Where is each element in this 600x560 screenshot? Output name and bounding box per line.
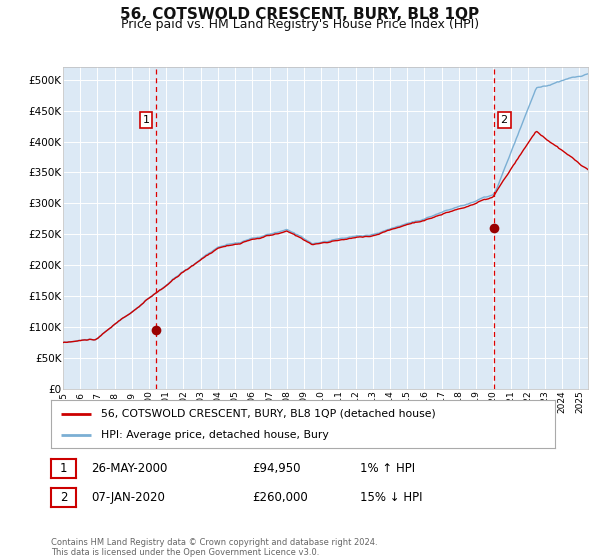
Text: 07-JAN-2020: 07-JAN-2020: [91, 491, 165, 504]
Text: Contains HM Land Registry data © Crown copyright and database right 2024.
This d: Contains HM Land Registry data © Crown c…: [51, 538, 377, 557]
Text: 1: 1: [142, 115, 149, 125]
Text: £94,950: £94,950: [252, 462, 301, 475]
Text: 56, COTSWOLD CRESCENT, BURY, BL8 1QP: 56, COTSWOLD CRESCENT, BURY, BL8 1QP: [121, 7, 479, 22]
Text: 1% ↑ HPI: 1% ↑ HPI: [360, 462, 415, 475]
Text: £260,000: £260,000: [252, 491, 308, 504]
Text: 56, COTSWOLD CRESCENT, BURY, BL8 1QP (detached house): 56, COTSWOLD CRESCENT, BURY, BL8 1QP (de…: [101, 409, 436, 419]
Text: Price paid vs. HM Land Registry's House Price Index (HPI): Price paid vs. HM Land Registry's House …: [121, 18, 479, 31]
Text: 1: 1: [60, 462, 67, 475]
Text: HPI: Average price, detached house, Bury: HPI: Average price, detached house, Bury: [101, 430, 329, 440]
Text: 2: 2: [60, 491, 67, 504]
Text: 2: 2: [500, 115, 508, 125]
Text: 15% ↓ HPI: 15% ↓ HPI: [360, 491, 422, 504]
Text: 26-MAY-2000: 26-MAY-2000: [91, 462, 167, 475]
